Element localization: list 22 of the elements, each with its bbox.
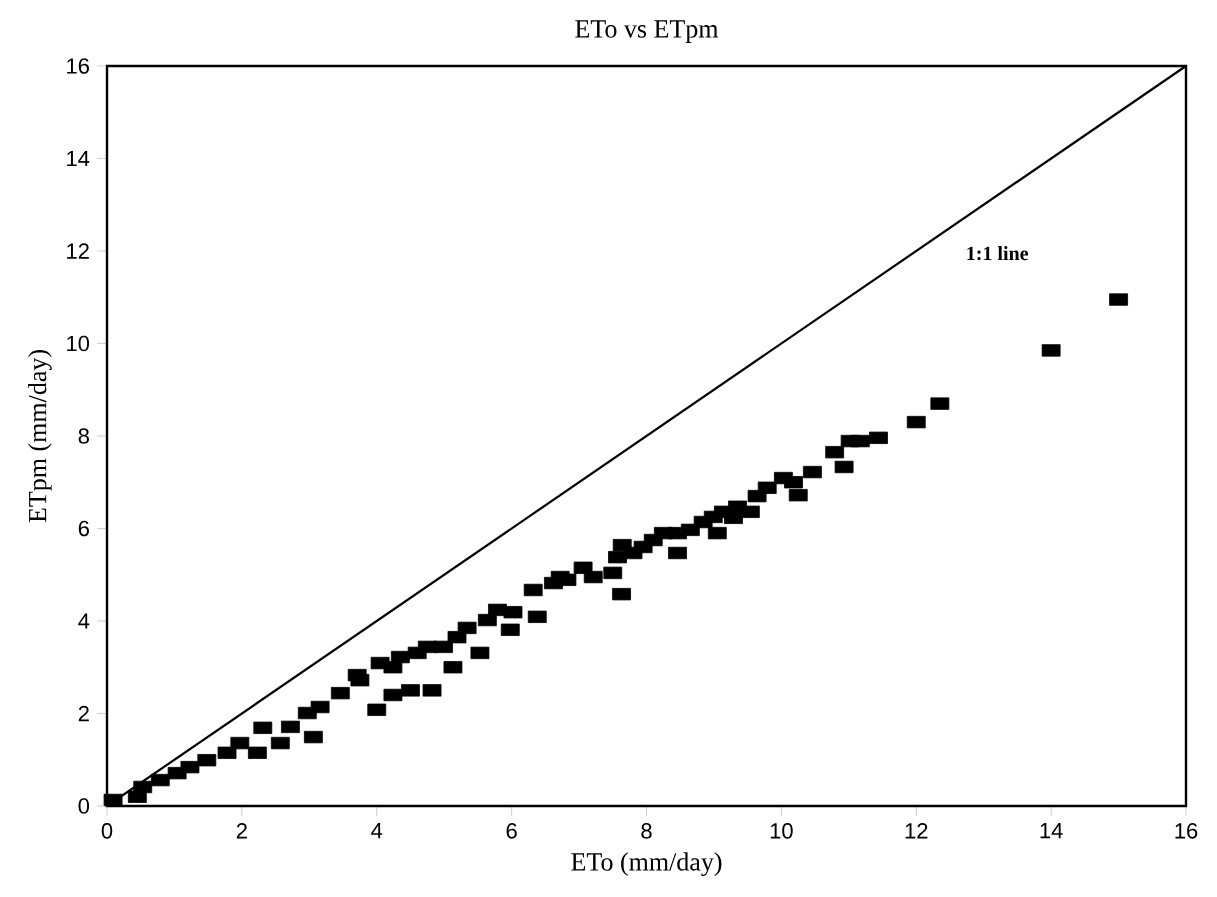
chart-title: ETo vs ETpm — [575, 20, 719, 43]
x-tick-label: 10 — [770, 823, 793, 839]
y-tick-label: 2 — [78, 705, 89, 722]
x-tick-label: 0 — [101, 823, 113, 839]
y-tick-label: 14 — [67, 150, 90, 167]
y-tick-label: 16 — [67, 58, 89, 74]
annotation: 1:1 line — [967, 246, 1029, 261]
x-tick-label: 4 — [371, 823, 383, 839]
y-tick-label: 10 — [67, 335, 90, 352]
x-axis-title: ETo (mm/day) — [571, 852, 722, 877]
y-tick-label: 12 — [67, 243, 89, 259]
y-tick-label: 6 — [78, 520, 89, 537]
x-tick-label: 2 — [236, 823, 247, 839]
y-tick-label: 8 — [78, 428, 89, 444]
x-tick-label: 14 — [1040, 823, 1063, 839]
x-tick-label: 16 — [1175, 823, 1198, 839]
y-tick-label: 4 — [78, 613, 90, 629]
y-axis-title: ETpm (mm/day) — [28, 350, 52, 523]
x-tick-label: 6 — [506, 823, 517, 839]
x-tick-label: 12 — [905, 823, 928, 839]
y-tick-label: 0 — [78, 798, 90, 814]
x-tick-label: 8 — [641, 823, 652, 839]
